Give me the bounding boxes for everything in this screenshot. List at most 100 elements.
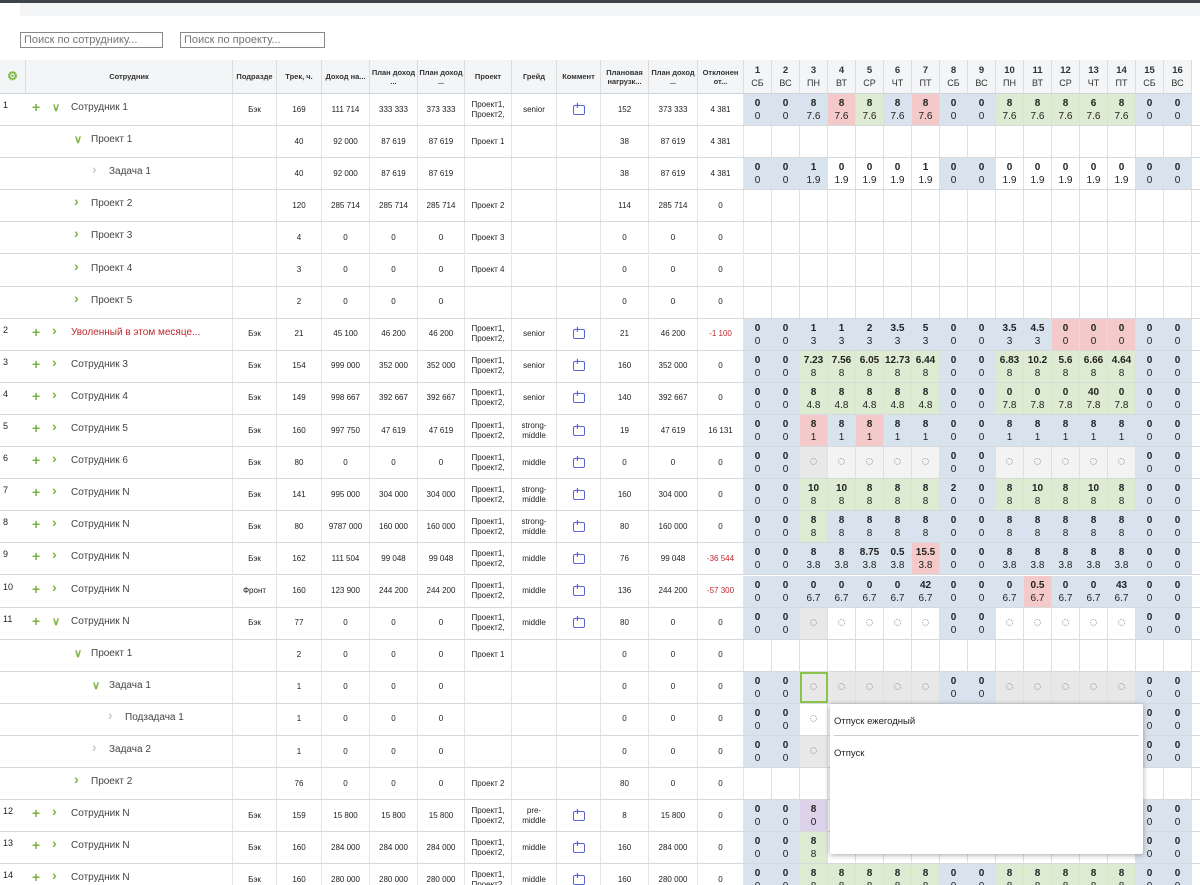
day-cell[interactable]: 8 4.8	[828, 382, 856, 414]
day-cell[interactable]: 88	[1024, 864, 1052, 885]
day-cell[interactable]	[800, 286, 828, 318]
day-cell[interactable]	[1136, 286, 1164, 318]
table-row[interactable]: 1 + ∨ Сотрудник 1 Бэк 169 111 714 333 333 373 33…	[0, 94, 1200, 126]
day-cell[interactable]	[1024, 607, 1052, 639]
day-cell[interactable]	[800, 190, 828, 222]
chevron-right-icon[interactable]: ›	[52, 482, 57, 499]
add-comment-icon[interactable]	[572, 455, 585, 468]
day-cell[interactable]: 8 3.8	[996, 543, 1024, 575]
row-name-label[interactable]: Задача 1	[109, 679, 151, 691]
day-cell[interactable]	[912, 254, 940, 286]
comment-cell[interactable]	[557, 543, 601, 575]
day-cell[interactable]	[968, 254, 996, 286]
day-cell[interactable]	[744, 768, 772, 800]
chevron-right-icon[interactable]: ›	[92, 161, 97, 178]
day-cell[interactable]	[800, 703, 828, 735]
day-cell[interactable]: 00	[1164, 864, 1192, 885]
project-search-input[interactable]	[180, 32, 325, 48]
chevron-down-icon[interactable]: ∨	[52, 102, 61, 114]
day-cell[interactable]: 8 7.6	[996, 94, 1024, 125]
day-cell[interactable]: 40 7.8	[1080, 382, 1108, 414]
row-name-label[interactable]: Проект 4	[91, 262, 133, 274]
comment-cell[interactable]	[557, 126, 601, 158]
day-cell[interactable]: 10 8	[1024, 479, 1052, 511]
add-comment-icon[interactable]	[572, 358, 585, 372]
column-header-dept[interactable]: Подразде	[233, 60, 277, 94]
chevron-down-icon[interactable]: ∨	[92, 679, 101, 692]
chevron-down-icon[interactable]: ∨	[52, 615, 61, 628]
day-cell[interactable]: 3.5 3	[996, 318, 1024, 350]
day-cell[interactable]	[1080, 126, 1108, 158]
day-cell[interactable]	[940, 190, 968, 222]
add-comment-icon[interactable]	[572, 615, 585, 629]
comment-cell[interactable]	[557, 158, 601, 190]
day-cell[interactable]: 88	[856, 864, 884, 885]
row-name-label[interactable]: Проект 2	[91, 198, 133, 210]
day-cell[interactable]	[1164, 768, 1192, 800]
day-cell[interactable]	[1024, 286, 1052, 318]
day-cell[interactable]	[968, 286, 996, 318]
row-name-label[interactable]: Проект 5	[91, 294, 133, 306]
add-comment-icon[interactable]	[572, 840, 585, 853]
day-cell[interactable]: 88	[1052, 864, 1080, 885]
add-comment-icon[interactable]	[572, 390, 585, 404]
column-header-employee[interactable]: Сотрудник	[26, 60, 233, 94]
day-cell[interactable]	[744, 254, 772, 286]
day-cell[interactable]: 00	[1136, 864, 1164, 885]
day-cell[interactable]	[828, 447, 856, 479]
day-cell[interactable]	[884, 607, 912, 639]
day-cell[interactable]	[1136, 768, 1164, 800]
add-comment-icon[interactable]	[572, 872, 585, 885]
comment-cell[interactable]	[557, 607, 601, 639]
day-cell[interactable]: 10 8	[828, 479, 856, 511]
row-name-label[interactable]: Сотрудник N	[71, 808, 130, 820]
day-cell[interactable]	[1024, 254, 1052, 286]
day-cell[interactable]	[744, 639, 772, 671]
dropdown-option-annual-leave[interactable]: Отпуск ежегодный	[834, 716, 916, 727]
day-cell[interactable]	[940, 639, 968, 671]
day-cell[interactable]	[772, 639, 800, 671]
day-cell[interactable]: 0 6.7	[828, 575, 856, 607]
add-comment-icon[interactable]	[572, 519, 585, 532]
day-cell[interactable]	[744, 126, 772, 158]
comment-cell[interactable]	[557, 447, 601, 479]
day-cell[interactable]: 8 7.6	[800, 94, 828, 125]
day-cell[interactable]: 10 8	[800, 479, 828, 511]
comment-cell[interactable]	[557, 94, 601, 125]
day-cell[interactable]	[1164, 126, 1192, 158]
day-cell[interactable]	[1080, 671, 1108, 703]
day-cell[interactable]	[912, 222, 940, 254]
day-cell[interactable]	[996, 126, 1024, 158]
comment-cell[interactable]	[557, 382, 601, 414]
chevron-right-icon[interactable]: ›	[52, 321, 57, 338]
day-cell[interactable]: 0 1.9	[1108, 158, 1136, 190]
chevron-right-icon[interactable]: ›	[92, 739, 97, 755]
chevron-right-icon[interactable]: ›	[52, 385, 57, 402]
column-header-plan-income-3[interactable]: План доход ...	[649, 60, 698, 94]
add-icon[interactable]: +	[32, 837, 41, 854]
day-cell[interactable]	[1164, 222, 1192, 254]
chevron-right-icon[interactable]: ›	[52, 418, 57, 434]
